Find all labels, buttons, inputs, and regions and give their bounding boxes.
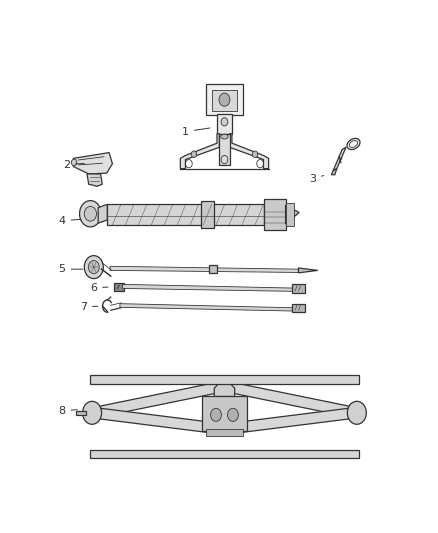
Polygon shape [93,408,225,434]
FancyBboxPatch shape [286,204,294,225]
Polygon shape [110,266,299,272]
Ellipse shape [347,139,360,150]
Circle shape [84,256,103,279]
Polygon shape [98,204,107,223]
Text: 2: 2 [63,159,84,169]
Polygon shape [224,408,356,434]
Polygon shape [123,284,293,292]
Text: 6: 6 [90,283,108,293]
FancyBboxPatch shape [90,450,359,458]
Polygon shape [333,147,346,171]
Polygon shape [214,383,235,397]
Polygon shape [219,134,230,165]
FancyBboxPatch shape [217,114,232,134]
FancyBboxPatch shape [264,199,286,230]
FancyBboxPatch shape [114,282,124,291]
FancyBboxPatch shape [292,304,304,312]
Circle shape [227,408,238,422]
Ellipse shape [221,134,228,139]
Polygon shape [74,152,113,174]
Circle shape [71,159,77,166]
FancyBboxPatch shape [76,411,86,415]
Circle shape [219,93,230,106]
Polygon shape [87,174,102,186]
Polygon shape [224,381,356,418]
FancyBboxPatch shape [209,265,217,273]
Polygon shape [286,205,299,224]
FancyBboxPatch shape [212,90,237,111]
Circle shape [88,261,99,273]
Circle shape [252,151,258,158]
Polygon shape [180,134,219,168]
Text: 4: 4 [59,216,81,226]
Circle shape [80,200,101,227]
Circle shape [211,408,222,422]
Circle shape [84,206,96,221]
Text: 1: 1 [182,127,210,136]
Text: 8: 8 [59,406,78,416]
Polygon shape [120,304,293,311]
FancyBboxPatch shape [90,375,359,384]
Text: 3: 3 [309,174,324,184]
FancyBboxPatch shape [206,84,243,115]
FancyBboxPatch shape [202,397,247,431]
Ellipse shape [350,141,357,147]
FancyBboxPatch shape [206,429,243,436]
FancyBboxPatch shape [107,204,264,225]
Polygon shape [93,381,225,418]
Polygon shape [230,134,268,168]
Text: 7: 7 [80,302,98,312]
Circle shape [347,401,366,424]
FancyBboxPatch shape [201,201,214,228]
Polygon shape [332,168,337,175]
Circle shape [191,151,197,158]
Polygon shape [298,268,318,273]
Text: 5: 5 [59,264,82,274]
FancyBboxPatch shape [293,284,305,293]
Circle shape [83,401,102,424]
Circle shape [221,118,228,126]
